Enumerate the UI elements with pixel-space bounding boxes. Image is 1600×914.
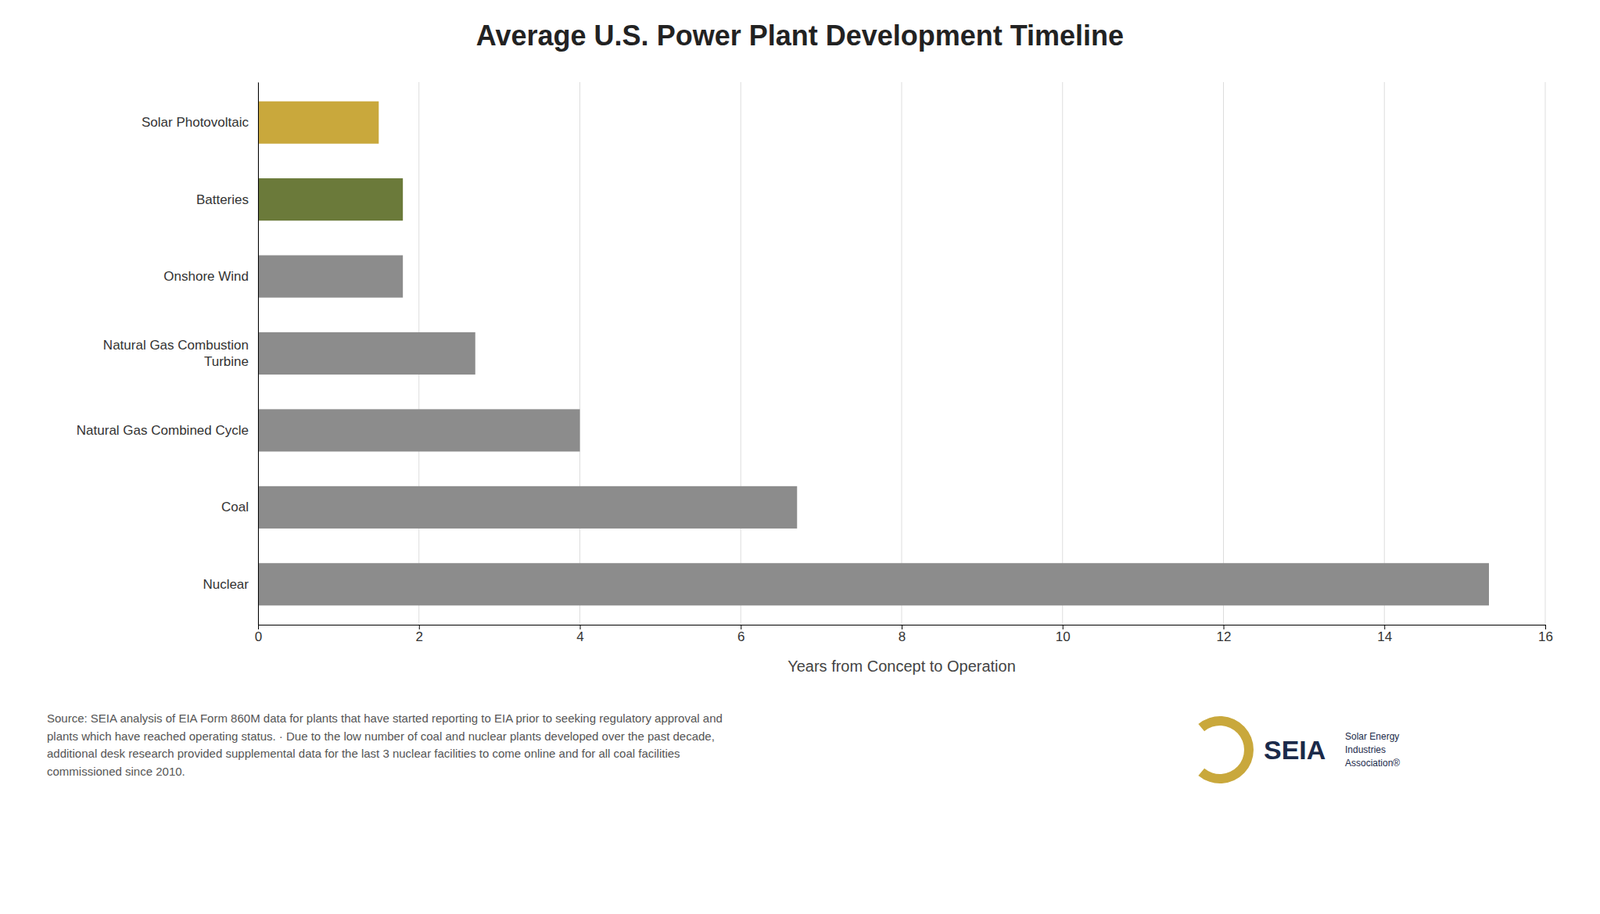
- tick: 4: [576, 624, 584, 645]
- grid-line: [579, 82, 581, 625]
- tick: Onshore Wind: [163, 269, 249, 284]
- tick-label: 0: [254, 629, 262, 645]
- plot: 0 2 4 6 8 10 12 14 16 Solar Photovoltaic Batteries…: [76, 82, 1554, 645]
- x-axis-label: Years from Concept to Operation: [787, 657, 1016, 675]
- bar: [258, 178, 403, 221]
- tick-label: Onshore Wind: [163, 269, 249, 284]
- tick: 14: [1377, 624, 1392, 645]
- tick-label: 8: [898, 629, 906, 645]
- tick-label: Natural Gas CombustionTurbine: [103, 337, 249, 369]
- tick: 8: [898, 624, 906, 645]
- bar: [258, 101, 379, 144]
- tick-label-line: Onshore Wind: [163, 269, 249, 284]
- tick-label: Coal: [221, 499, 249, 515]
- logo-arc: [1198, 716, 1254, 784]
- source: Source: SEIA analysis of EIA Form 860M d…: [46, 711, 723, 779]
- tick: Natural Gas Combined Cycle: [76, 423, 249, 438]
- tick: Batteries: [196, 192, 249, 208]
- bar: [258, 408, 581, 452]
- y-axis: Solar Photovoltaic Batteries Onshore Wind N…: [76, 82, 259, 626]
- source-line: commissioned since 2010.: [46, 764, 186, 779]
- tick-label-line: Solar Photovoltaic: [141, 114, 250, 130]
- bar: [258, 332, 476, 375]
- tick-label: 10: [1055, 629, 1071, 645]
- chart: Average U.S. Power Plant Development Tim…: [0, 0, 1600, 914]
- grid: [258, 82, 1546, 625]
- axis-line: [258, 82, 259, 626]
- tick-label: 16: [1538, 629, 1554, 645]
- grid-line: [258, 82, 259, 625]
- tick-label: Solar Photovoltaic: [141, 114, 250, 130]
- logo-text: SEIA: [1263, 735, 1326, 765]
- tick-label-line: Turbine: [204, 354, 249, 370]
- tick: Solar Photovoltaic: [141, 114, 250, 130]
- tick-label: 2: [416, 629, 424, 645]
- source-line: additional desk research provided supple…: [46, 746, 681, 761]
- tick: 12: [1216, 624, 1232, 645]
- tick-label: Nuclear: [202, 577, 249, 592]
- tick: 2: [416, 624, 424, 645]
- title: Average U.S. Power Plant Development Tim…: [476, 19, 1124, 52]
- grid-line: [740, 82, 742, 625]
- tick: Nuclear: [202, 577, 249, 592]
- tick-label: 12: [1216, 629, 1232, 645]
- tick: 0: [254, 624, 262, 645]
- tick: 16: [1538, 624, 1554, 645]
- bars: [258, 101, 1489, 607]
- tick-label: 14: [1377, 629, 1392, 645]
- tick-label: Natural Gas Combined Cycle: [76, 423, 249, 438]
- tick-label: 6: [737, 629, 745, 645]
- logo-subtext: Industries: [1345, 744, 1386, 756]
- tick-label-line: Natural Gas Combustion: [103, 337, 249, 353]
- bar: [258, 254, 403, 298]
- tick-label-line: Natural Gas Combined Cycle: [76, 423, 249, 438]
- source-line: plants which have reached operating stat…: [46, 729, 715, 743]
- tick-label-line: Coal: [221, 499, 249, 515]
- bar: [258, 563, 1489, 606]
- grid-line: [1545, 82, 1547, 625]
- grid-line: [901, 82, 903, 625]
- bar: [258, 486, 797, 529]
- logo-subtext: Solar Energy: [1345, 731, 1400, 743]
- tick: 10: [1055, 624, 1071, 645]
- tick: Coal: [221, 499, 249, 515]
- tick: 6: [737, 624, 745, 645]
- tick: Natural Gas CombustionTurbine: [103, 337, 249, 369]
- grid-line: [1223, 82, 1224, 625]
- tick-label-line: Nuclear: [202, 577, 249, 592]
- tick-label-line: Batteries: [196, 192, 249, 208]
- source-line: Source: SEIA analysis of EIA Form 860M d…: [46, 711, 723, 725]
- logo-subtext: Association®: [1345, 757, 1400, 769]
- logo: SEIA Solar EnergyIndustriesAssociation®: [1198, 716, 1400, 784]
- grid-line: [1384, 82, 1385, 625]
- tick-label: 4: [576, 629, 584, 645]
- x-axis: 0 2 4 6 8 10 12 14 16: [254, 624, 1554, 645]
- tick-label: Batteries: [196, 192, 249, 208]
- grid-line: [1061, 82, 1063, 625]
